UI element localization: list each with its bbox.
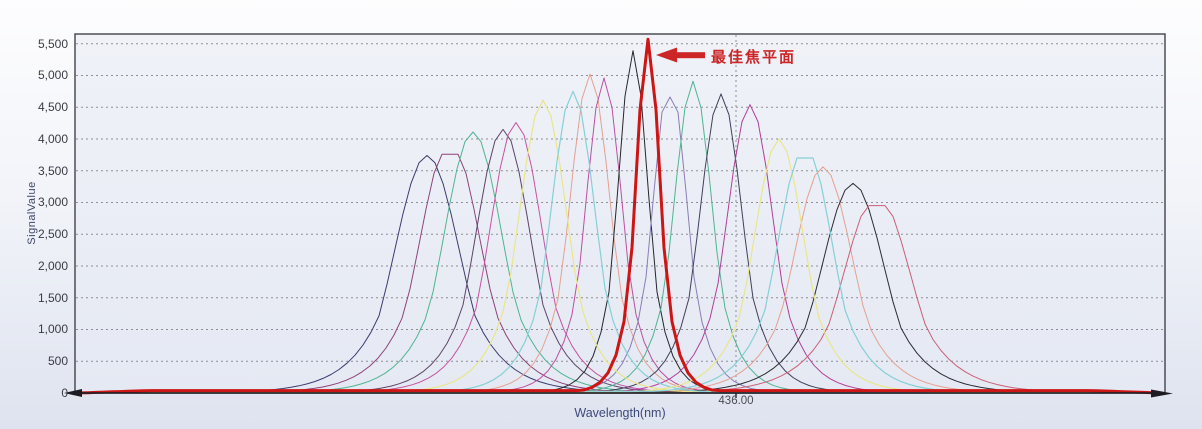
y-axis-tick-label: 4,000	[37, 131, 68, 146]
x-axis-title: Wavelength(nm)	[574, 406, 666, 420]
x-axis-tick-label: 436.00	[718, 395, 754, 407]
y-axis-tick-label: 2,000	[37, 258, 68, 273]
y-axis-tick-label: 5,000	[37, 68, 68, 83]
series-curve	[79, 37, 1161, 395]
best-focal-plane-annotation: 最佳焦平面	[711, 49, 797, 66]
y-axis-tick-label: 1,500	[37, 290, 68, 305]
x-axis-right-arrow-icon	[1151, 389, 1173, 398]
y-axis-tick-label: 0	[61, 386, 68, 400]
x-axis-left-arrow-icon	[64, 389, 82, 397]
y-axis-tick-label: 2,500	[37, 227, 68, 242]
annotation-arrow-shaft	[675, 52, 705, 59]
y-axis-tick-label: 500	[47, 354, 68, 369]
annotation-arrow-icon	[656, 47, 677, 63]
y-axis-tick-label: 3,500	[37, 163, 68, 178]
y-axis-tick-label: 4,500	[37, 100, 68, 115]
y-axis-tick-label: 3,000	[37, 195, 68, 210]
y-axis-tick-label: 5,500	[37, 36, 68, 51]
y-axis-tick-label: 1,000	[37, 322, 68, 337]
